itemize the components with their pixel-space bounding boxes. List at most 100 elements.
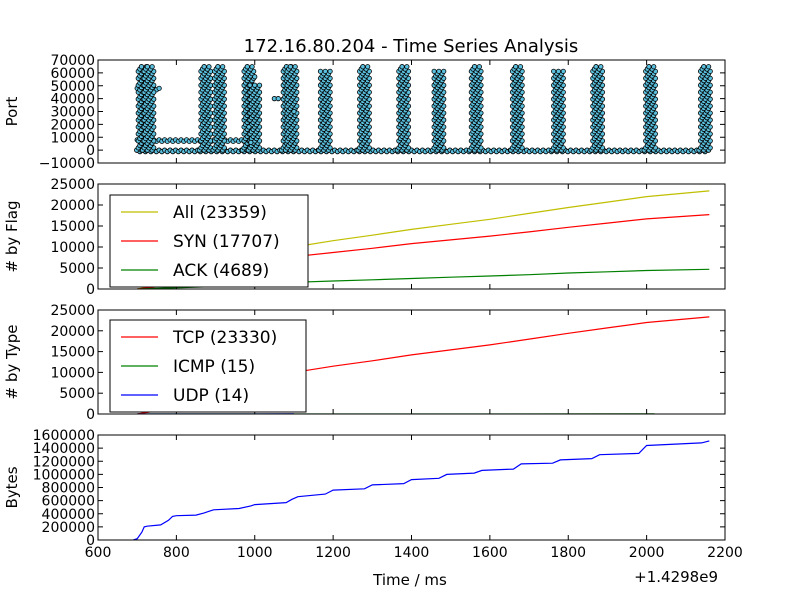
y-tick-label: 25000	[50, 303, 95, 319]
x-tick-label: 2000	[629, 545, 665, 561]
port-point	[322, 68, 328, 74]
axes-frame-bytes	[97, 434, 726, 541]
y-tick-label: 15000	[50, 219, 95, 235]
port-point	[252, 74, 258, 80]
port-point	[244, 64, 250, 70]
y-tick-label: 30000	[50, 105, 95, 121]
port-point	[252, 82, 258, 88]
x-tick-label: 1200	[315, 545, 351, 561]
port-point	[560, 68, 566, 74]
plot-area-bytes	[133, 440, 710, 540]
y-tick-label: 5000	[59, 386, 95, 402]
port-point	[275, 96, 281, 102]
port-point	[476, 64, 482, 70]
port-point	[215, 64, 221, 70]
legend-flag: All (23359) SYN (17707) ACK (4689)	[109, 194, 309, 288]
y-tick-label: −10000	[39, 156, 95, 172]
y-tick-label: 10000	[50, 240, 95, 256]
legend-label: TCP (23330)	[172, 328, 277, 348]
legend-label: SYN (17707)	[173, 232, 280, 252]
y-tick-label: 70000	[50, 53, 95, 69]
port-point	[201, 64, 207, 70]
legend-label: ACK (4689)	[173, 261, 269, 281]
port-point	[365, 64, 371, 70]
port-point	[646, 64, 652, 70]
subplots: −100000100002000030000400005000060000700…	[3, 53, 743, 561]
subplot-flag: 0 5000 10000 15000 20000 25000 # by Flag All (2…	[3, 177, 726, 298]
port-point	[149, 64, 155, 70]
legend-type: TCP (23330) ICMP (15) UDP (14)	[109, 319, 307, 413]
port-point	[249, 64, 255, 70]
legend-label: ICMP (15)	[173, 357, 255, 377]
y-tick-label: 60000	[50, 66, 95, 82]
chart-title: 172.16.80.204 - Time Series Analysis	[244, 36, 579, 57]
port-point	[138, 64, 145, 70]
legend-box	[109, 194, 309, 288]
plot-area-port	[134, 64, 713, 155]
y-axis-label: Port	[3, 97, 21, 127]
y-tick-label: 40000	[50, 92, 95, 108]
port-point	[431, 68, 437, 74]
legend-label: All (23359)	[173, 203, 267, 223]
x-tick-label: 1000	[237, 545, 273, 561]
y-tick-label: 1000000	[33, 467, 95, 483]
y-tick-label: 1200000	[33, 454, 95, 470]
y-tick-label: 200000	[42, 520, 95, 536]
y-tick-label: 600000	[42, 494, 95, 510]
port-point	[144, 64, 150, 70]
y-tick-label: 1600000	[33, 428, 95, 444]
y-tick-label: 5000	[59, 261, 95, 277]
port-point	[246, 124, 252, 130]
x-tick-label: 1400	[394, 545, 430, 561]
y-tick-label: 20000	[50, 117, 95, 133]
x-tick-label: 1600	[472, 545, 508, 561]
x-axis-label: Time / ms	[372, 571, 447, 589]
port-point	[706, 64, 712, 70]
y-tick-label: 20000	[50, 198, 95, 214]
port-band-point	[156, 85, 162, 91]
port-point	[598, 64, 604, 70]
y-tick-label: 0	[86, 407, 95, 423]
x-tick-label: 1800	[550, 545, 586, 561]
y-tick-label: 0	[86, 282, 95, 298]
port-point	[291, 108, 297, 115]
y-tick-label: 25000	[50, 177, 95, 193]
y-tick-label: 0	[86, 143, 95, 159]
port-point	[593, 64, 599, 70]
subplot-type: 0 5000 10000 15000 20000 25000 # by Type TCP (2…	[3, 303, 726, 423]
port-point	[248, 139, 254, 145]
port-point	[220, 64, 226, 70]
y-tick-label: 800000	[42, 481, 95, 497]
port-point	[287, 64, 293, 70]
port-point	[247, 82, 253, 88]
x-tick-label: 600	[85, 545, 112, 561]
y-tick-label: 10000	[50, 130, 95, 146]
y-tick-label: 400000	[42, 507, 95, 523]
y-axis-label: Bytes	[3, 466, 21, 508]
port-point	[471, 64, 478, 70]
port-point	[517, 64, 524, 70]
port-point	[513, 64, 519, 70]
y-axis-label: # by Type	[3, 325, 21, 400]
x-axis-offset-label: +1.4298e9	[634, 568, 718, 586]
port-point	[551, 68, 557, 74]
port-point	[436, 68, 442, 74]
port-point	[327, 68, 333, 74]
y-axis-label: # by Flag	[3, 200, 21, 272]
series-line-bytes-0	[133, 440, 710, 540]
subplot-bytes: 0200000400000600000800000100000012000001…	[3, 428, 743, 561]
port-point	[404, 64, 410, 70]
port-point	[399, 64, 405, 70]
port-point	[360, 64, 366, 70]
y-tick-label: 50000	[50, 79, 95, 95]
port-point	[651, 64, 657, 70]
y-tick-label: 20000	[50, 324, 95, 340]
legend-label: UDP (14)	[173, 386, 249, 406]
port-point	[206, 64, 212, 70]
port-point	[555, 68, 562, 74]
y-tick-label: 15000	[50, 345, 95, 361]
port-point	[256, 82, 263, 88]
y-tick-label: 1400000	[33, 441, 95, 457]
y-tick-label: 10000	[50, 365, 95, 381]
